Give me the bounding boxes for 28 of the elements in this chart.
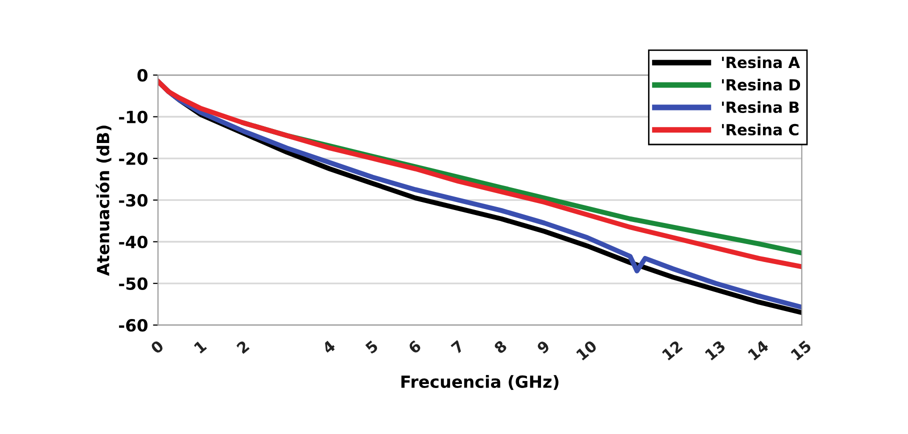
line-series (158, 78, 802, 270)
x-tick-label: 10 (576, 340, 598, 361)
legend-label: 'Resina A (722, 56, 800, 68)
x-tick-label: 6 (408, 340, 422, 354)
x-axis-title: Frecuencia (GHz) (401, 375, 558, 390)
x-tick-label: 9 (536, 340, 550, 354)
x-tick-label: 15 (790, 340, 812, 361)
x-tick-label: 0 (150, 340, 164, 354)
y-tick-label: -60 (119, 319, 148, 332)
y-tick-label: 0 (137, 69, 148, 82)
y-tick-label: -40 (119, 236, 148, 248)
legend-label: 'Resina D (722, 78, 800, 91)
legend-label: 'Resina B (722, 101, 799, 114)
y-tick-label: -20 (119, 152, 148, 165)
x-tick-label: 12 (662, 340, 683, 360)
y-axis-title: Atenuación (dB) (96, 126, 112, 276)
x-tick-label: 14 (748, 340, 770, 360)
y-tick-label: -10 (119, 110, 148, 124)
x-tick-label: 13 (704, 340, 726, 361)
x-tick-label: 7 (450, 340, 464, 354)
x-tick-label: 1 (194, 340, 207, 354)
x-tick-label: 5 (364, 340, 379, 354)
x-tick-label: 4 (322, 340, 336, 354)
y-tick-label: -50 (119, 277, 148, 290)
x-tick-label: 8 (493, 340, 508, 354)
x-tick-label: 2 (236, 340, 250, 354)
y-tick-label: -30 (119, 194, 148, 207)
legend-label: 'Resina C (722, 124, 798, 136)
